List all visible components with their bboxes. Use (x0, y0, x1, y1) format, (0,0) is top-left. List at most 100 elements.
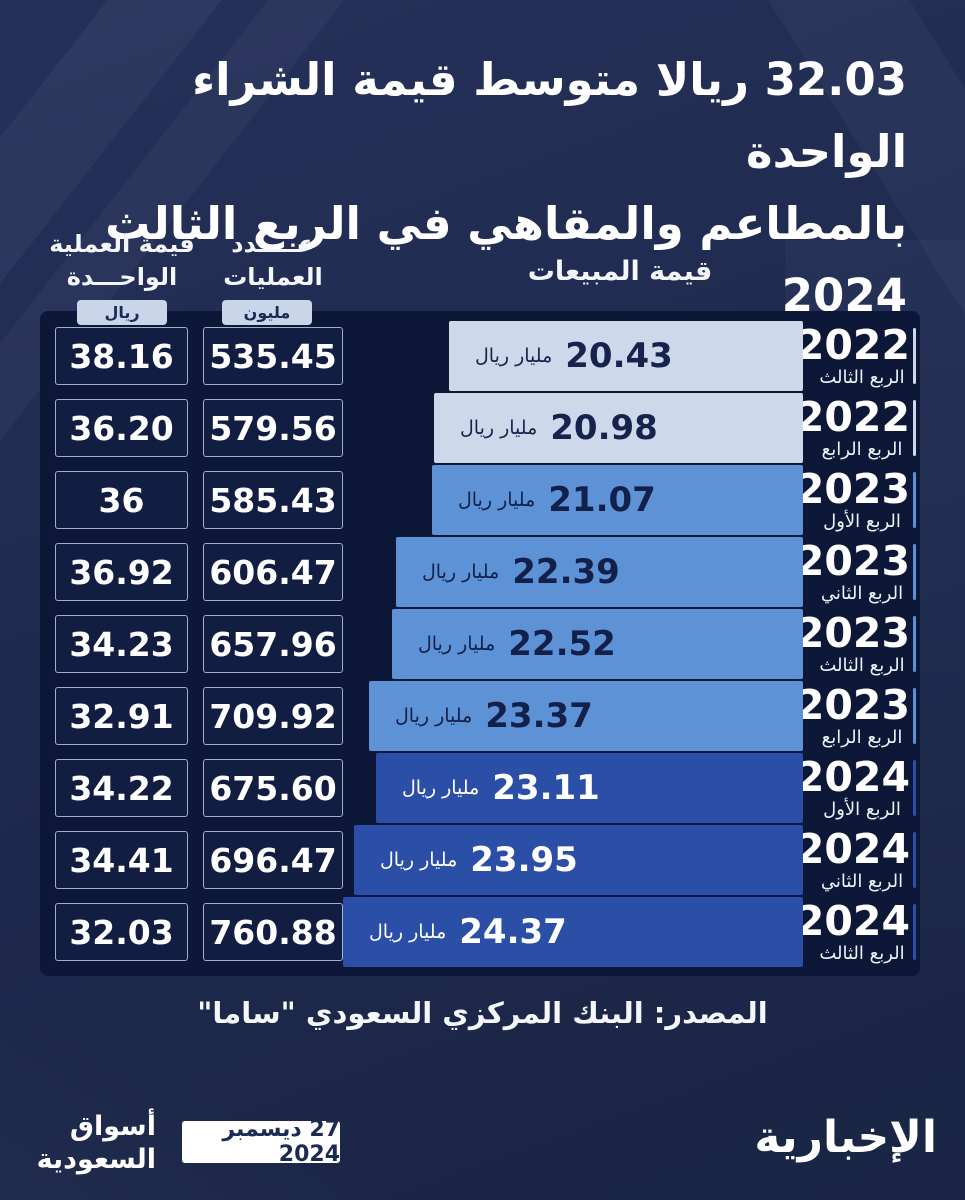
table-row: 2024 الربع الثاني 23.95 مليار ريال 696.4… (55, 824, 916, 896)
channel-logo: الإخبارية (754, 1112, 937, 1163)
sales-unit: مليار ريال (418, 633, 496, 655)
sales-value: 23.37 (485, 696, 593, 736)
rows: 2022 الربع الثالث 20.43 مليار ريال 535.4… (55, 320, 916, 968)
brand-line2: السعودية (36, 1144, 156, 1175)
data-panel: 2022 الربع الثالث 20.43 مليار ريال 535.4… (40, 311, 920, 976)
operations-cell: 606.47 (203, 543, 343, 601)
column-header-sales-value: قيمة المبيعات (527, 256, 713, 287)
sales-unit: مليار ريال (422, 561, 500, 583)
bar-area: 23.37 مليار ريال (343, 681, 803, 751)
bar-area: 20.98 مليار ريال (343, 393, 803, 463)
row-tick (913, 544, 916, 600)
table-row: 2023 الربع الرابع 23.37 مليار ريال 709.9… (55, 680, 916, 752)
operations-cell: 657.96 (203, 615, 343, 673)
quarter-label: الربع الرابع (821, 439, 903, 460)
period-block: 2022 الربع الرابع (796, 396, 910, 460)
operations-cell: 535.45 (203, 327, 343, 385)
avg-value-cell: 34.23 (55, 615, 188, 673)
quarter-label: الربع الثالث (819, 943, 905, 964)
sales-unit: مليار ريال (395, 705, 473, 727)
period-block: 2024 الربع الثالث (795, 897, 910, 964)
bar-area: 24.37 مليار ريال (343, 897, 803, 967)
column-header-avg-transaction-value: قيمة العملية الواحـــدة (42, 228, 202, 294)
bar-area: 22.52 مليار ريال (343, 609, 803, 679)
sales-bar: 20.43 مليار ريال (449, 321, 803, 391)
bar-area: 20.43 مليار ريال (343, 321, 803, 391)
year-label: 2023 (795, 465, 910, 513)
column-header-avg-line1: قيمة العملية (49, 230, 195, 258)
period-block: 2022 الربع الثالث (795, 321, 910, 388)
period-block: 2024 الربع الثاني (795, 825, 910, 892)
sales-bar: 23.37 مليار ريال (369, 681, 803, 751)
page-title: 32.03 ريالا متوسط قيمة الشراء الواحدة با… (40, 44, 907, 332)
source-note: المصدر: البنك المركزي السعودي "ساما" (197, 996, 768, 1030)
row-tick (913, 688, 916, 744)
sales-unit: مليار ريال (402, 777, 480, 799)
year-label: 2023 (795, 609, 910, 657)
sales-bar: 24.37 مليار ريال (343, 897, 803, 967)
quarter-label: الربع الأول (823, 799, 901, 820)
bar-area: 21.07 مليار ريال (343, 465, 803, 535)
sales-bar: 23.11 مليار ريال (376, 753, 803, 823)
table-row: 2024 الربع الثالث 24.37 مليار ريال 760.8… (55, 896, 916, 968)
operations-cell: 579.56 (203, 399, 343, 457)
year-label: 2022 (795, 321, 910, 369)
period-block: 2023 الربع الثاني (796, 540, 910, 604)
sales-value: 24.37 (459, 912, 567, 952)
sales-bar: 22.39 مليار ريال (396, 537, 803, 607)
quarter-label: الربع الرابع (821, 727, 903, 748)
table-row: 2024 الربع الأول 23.11 مليار ريال 675.60… (55, 752, 916, 824)
bar-area: 23.95 مليار ريال (343, 825, 803, 895)
quarter-label: الربع الثاني (820, 583, 904, 604)
column-header-ops-line1: عـــــدد (231, 230, 315, 258)
sales-value: 21.07 (548, 480, 656, 520)
row-tick (913, 760, 916, 816)
year-label: 2024 (795, 825, 910, 873)
table-row: 2022 الربع الرابع 20.98 مليار ريال 579.5… (55, 392, 916, 464)
page-title-line2: بالمطاعم والمقاهي في الربع الثالث 2024 (105, 197, 907, 322)
unit-pill-million: مليون (222, 300, 312, 325)
operations-cell: 760.88 (203, 903, 343, 961)
operations-cell: 675.60 (203, 759, 343, 817)
row-tick (913, 400, 916, 456)
avg-value-cell: 36.92 (55, 543, 188, 601)
date-badge: 27 ديسمبر 2024 (182, 1117, 340, 1167)
operations-cell: 709.92 (203, 687, 343, 745)
sales-value: 22.39 (512, 552, 620, 592)
table-row: 2023 الربع الثاني 22.39 مليار ريال 606.4… (55, 536, 916, 608)
sales-value: 22.52 (508, 624, 616, 664)
period-block: 2024 الربع الأول (795, 753, 910, 820)
quarter-label: الربع الثالث (819, 367, 905, 388)
row-tick (913, 904, 916, 960)
table-row: 2023 الربع الأول 21.07 مليار ريال 585.43… (55, 464, 916, 536)
sales-bar: 23.95 مليار ريال (354, 825, 803, 895)
year-label: 2024 (795, 897, 910, 945)
bar-area: 22.39 مليار ريال (343, 537, 803, 607)
sales-unit: مليار ريال (460, 417, 538, 439)
column-header-ops-line2: العمليات (223, 263, 323, 291)
sales-bar: 22.52 مليار ريال (392, 609, 803, 679)
avg-value-cell: 36.20 (55, 399, 188, 457)
quarter-label: الربع الثاني (820, 871, 904, 892)
year-label: 2023 (795, 681, 910, 729)
avg-value-cell: 38.16 (55, 327, 188, 385)
column-header-avg-line2: الواحـــدة (66, 263, 178, 291)
avg-value-cell: 32.91 (55, 687, 188, 745)
sales-bar: 20.98 مليار ريال (434, 393, 803, 463)
year-label: 2024 (795, 753, 910, 801)
page-title-line1: 32.03 ريالا متوسط قيمة الشراء الواحدة (192, 53, 907, 178)
quarter-label: الربع الثالث (819, 655, 905, 676)
period-block: 2023 الربع الرابع (795, 681, 910, 748)
brand-line1: أسواق (69, 1111, 156, 1142)
avg-value-cell: 34.41 (55, 831, 188, 889)
sales-unit: مليار ريال (369, 921, 447, 943)
bar-area: 23.11 مليار ريال (343, 753, 803, 823)
operations-cell: 696.47 (203, 831, 343, 889)
column-header-operations-count: عـــــدد العمليات (193, 228, 353, 294)
avg-value-cell: 32.03 (55, 903, 188, 961)
sales-bar: 21.07 مليار ريال (432, 465, 803, 535)
sales-value: 20.43 (565, 336, 673, 376)
sales-value: 23.95 (470, 840, 578, 880)
avg-value-cell: 36 (55, 471, 188, 529)
